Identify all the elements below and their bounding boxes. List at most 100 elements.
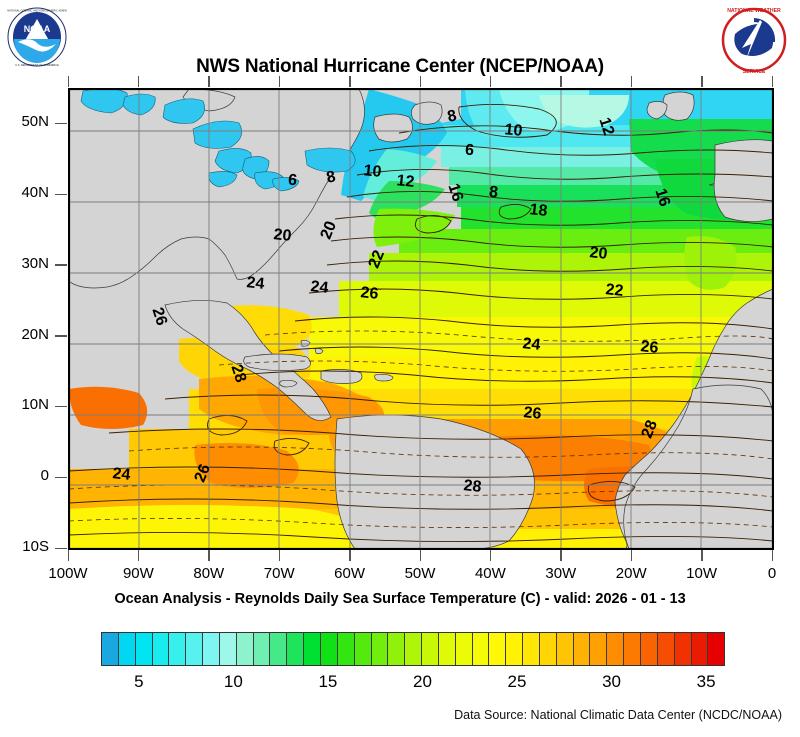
svg-text:28: 28 bbox=[227, 363, 249, 385]
svg-text:10: 10 bbox=[363, 162, 383, 181]
svg-text:NOAA: NOAA bbox=[24, 24, 51, 34]
colorbar-cell bbox=[253, 633, 271, 665]
colorbar-cell bbox=[388, 633, 406, 665]
contour-label: 66 bbox=[464, 142, 475, 160]
x-axis-tick-top bbox=[771, 76, 773, 87]
colorbar-tick-label: 15 bbox=[318, 672, 338, 691]
colorbar-cell bbox=[405, 633, 423, 665]
contour-label: 2222 bbox=[605, 281, 625, 300]
contour-label: 88 bbox=[325, 168, 337, 186]
sst-map-canvas: 8810101212666688101012121616881616181820… bbox=[69, 89, 773, 549]
colorbar-cell bbox=[304, 633, 321, 665]
svg-text:16: 16 bbox=[651, 187, 673, 209]
colorbar-tick-label: 10 bbox=[223, 672, 243, 691]
x-axis-tick bbox=[701, 550, 703, 561]
contour-label: 1616 bbox=[444, 182, 466, 204]
x-axis-tick-label: 90W bbox=[122, 565, 154, 582]
colorbar-tick-label: 25 bbox=[507, 672, 527, 691]
map-gridlines bbox=[69, 89, 773, 549]
contour-label: 1818 bbox=[529, 201, 549, 220]
colorbar-cell bbox=[539, 633, 557, 665]
colorbar-cell bbox=[287, 633, 305, 665]
svg-text:22: 22 bbox=[605, 281, 625, 300]
colorbar-cell bbox=[455, 633, 473, 665]
colorbar-cell bbox=[102, 633, 119, 665]
colorbar-tick-label: 20 bbox=[412, 672, 432, 691]
svg-text:U.S. DEPARTMENT OF COMMERCE: U.S. DEPARTMENT OF COMMERCE bbox=[15, 63, 59, 67]
x-axis-tick-top bbox=[208, 76, 210, 87]
x-axis-tick bbox=[630, 550, 633, 561]
x-axis-tick bbox=[489, 550, 492, 561]
noaa-logo: NOAA NATIONAL OCEANIC AND ATMOSPHERIC AD… bbox=[6, 6, 68, 68]
y-axis-tick-label: 40N bbox=[21, 184, 49, 202]
svg-text:12: 12 bbox=[396, 172, 416, 191]
colorbar-cell bbox=[506, 633, 524, 665]
x-axis-tick-label: 100W bbox=[48, 565, 88, 582]
svg-text:24: 24 bbox=[112, 465, 132, 484]
colorbar-cell bbox=[337, 633, 355, 665]
svg-text:28: 28 bbox=[639, 418, 661, 441]
colorbar-cell bbox=[354, 633, 372, 665]
x-axis-tick-top bbox=[137, 76, 140, 87]
svg-text:NATIONAL OCEANIC AND ATMOSPHER: NATIONAL OCEANIC AND ATMOSPHERIC ADMIN bbox=[7, 9, 67, 13]
svg-text:20: 20 bbox=[318, 219, 340, 242]
x-axis-tick-label: 20W bbox=[615, 565, 647, 582]
land-masses bbox=[69, 89, 773, 549]
x-axis-tick-top bbox=[419, 76, 421, 87]
contour-label: 2828 bbox=[639, 418, 661, 441]
colorbar-cell bbox=[708, 633, 725, 665]
y-axis-tick bbox=[55, 335, 67, 337]
svg-text:26: 26 bbox=[360, 284, 380, 303]
y-axis-tick-label: 10N bbox=[21, 396, 49, 414]
contour-label: 1212 bbox=[396, 172, 416, 191]
contour-label: 1212 bbox=[595, 116, 617, 138]
colorbar-cell bbox=[489, 633, 507, 665]
contour-label: 66 bbox=[287, 172, 298, 190]
colorbar-cell bbox=[438, 633, 456, 665]
colorbar-cells bbox=[101, 632, 725, 666]
svg-text:26: 26 bbox=[640, 338, 660, 357]
y-axis-tick bbox=[55, 405, 67, 408]
y-axis-tick-label: 0 bbox=[40, 467, 49, 485]
x-axis-tick-top bbox=[278, 76, 281, 87]
colorbar-cell bbox=[371, 633, 389, 665]
svg-text:20: 20 bbox=[589, 244, 609, 263]
svg-text:8: 8 bbox=[325, 168, 337, 186]
colorbar-cell bbox=[219, 633, 237, 665]
svg-text:24: 24 bbox=[246, 274, 266, 293]
x-axis-tick bbox=[278, 550, 281, 561]
svg-text:16: 16 bbox=[444, 182, 466, 204]
y-axis-tick bbox=[55, 264, 67, 266]
y-axis-tick bbox=[55, 193, 67, 196]
x-axis-tick bbox=[349, 550, 351, 561]
x-axis-tick-top bbox=[701, 76, 703, 87]
colorbar-tick-label: 5 bbox=[134, 672, 144, 691]
x-axis-tick-top bbox=[67, 76, 69, 87]
colorbar-cell bbox=[607, 633, 625, 665]
x-axis-tick-label: 50W bbox=[404, 565, 436, 582]
x-axis-tick-label: 0 bbox=[767, 565, 777, 582]
x-axis-tick bbox=[208, 550, 210, 561]
colorbar-cell bbox=[556, 633, 574, 665]
y-axis-tick bbox=[55, 547, 67, 549]
x-axis-tick-top bbox=[489, 76, 492, 87]
colorbar-cell bbox=[472, 633, 490, 665]
colorbar-cell bbox=[118, 633, 136, 665]
x-axis-tick-label: 70W bbox=[263, 565, 295, 582]
svg-text:10: 10 bbox=[504, 121, 524, 140]
x-axis-tick bbox=[560, 550, 562, 561]
y-axis-tick-label: 20N bbox=[21, 325, 49, 343]
y-axis-tick-label: 50N bbox=[21, 113, 49, 131]
colorbar-cell bbox=[422, 633, 439, 665]
map-border bbox=[69, 89, 773, 549]
svg-text:SERVICE: SERVICE bbox=[743, 69, 766, 75]
colorbar-cell bbox=[523, 633, 540, 665]
